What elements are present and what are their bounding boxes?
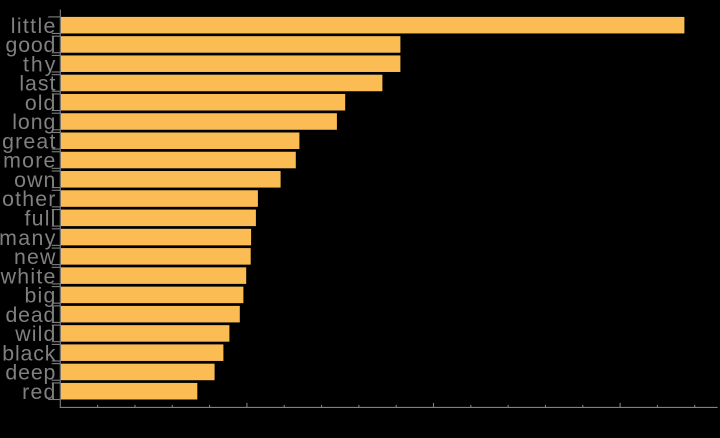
svg-text:great: great	[2, 129, 55, 153]
svg-text:dead: dead	[5, 303, 55, 327]
svg-text:red: red	[22, 380, 55, 404]
svg-text:long: long	[12, 110, 55, 134]
svg-text:many: many	[0, 226, 56, 250]
svg-text:other: other	[2, 187, 55, 211]
svg-text:full: full	[25, 207, 56, 231]
svg-text:good: good	[6, 33, 56, 57]
svg-text:black: black	[2, 341, 55, 365]
svg-text:little: little	[11, 14, 56, 38]
svg-text:deep: deep	[5, 361, 55, 385]
svg-text:wild: wild	[14, 322, 55, 346]
svg-text:new: new	[14, 245, 56, 269]
svg-text:more: more	[3, 149, 55, 173]
svg-text:last: last	[19, 72, 55, 96]
svg-text:thy: thy	[23, 52, 56, 76]
svg-text:big: big	[24, 284, 55, 308]
svg-text:white: white	[0, 264, 55, 288]
svg-text:own: own	[14, 168, 55, 192]
svg-text:old: old	[25, 91, 56, 115]
